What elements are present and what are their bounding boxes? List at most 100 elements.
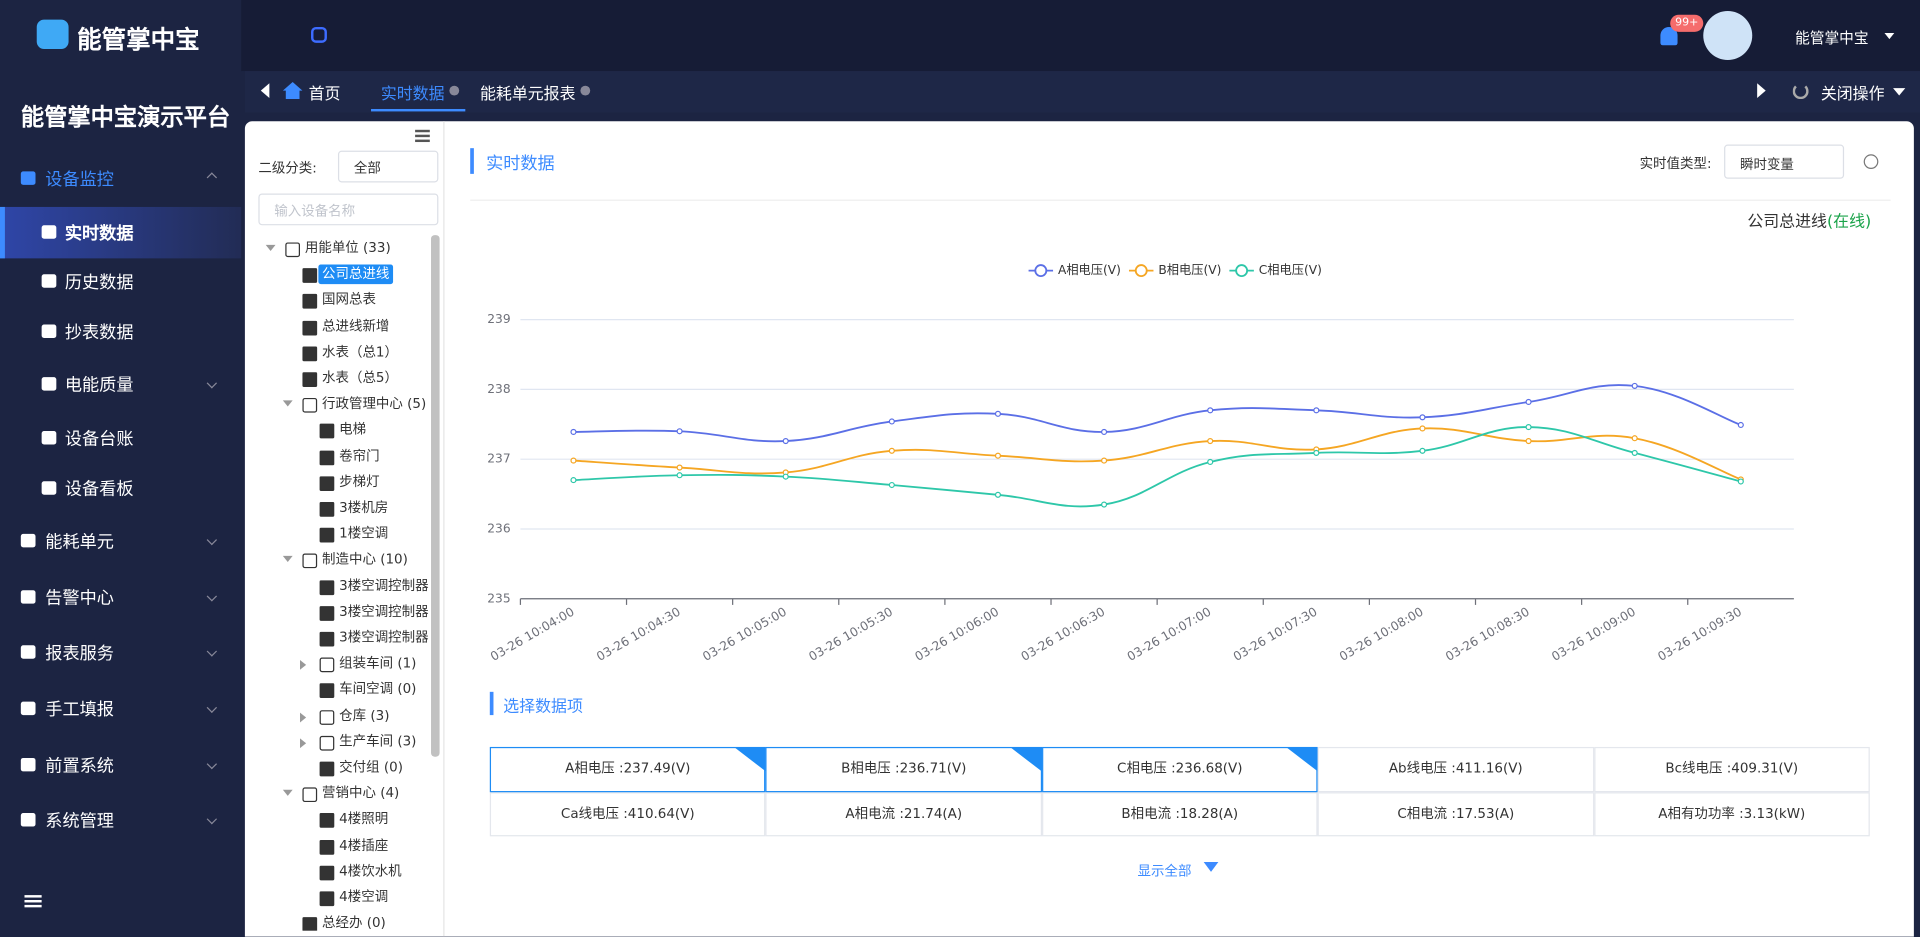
tree-node[interactable]: 卷帘门 [339, 447, 380, 464]
tree-node[interactable]: 4楼照明 [339, 811, 389, 828]
close-caret[interactable] [1893, 88, 1906, 101]
tree-node[interactable]: 生产车间 (3) [339, 733, 417, 750]
tree-menu-icon[interactable] [415, 129, 430, 133]
tab[interactable]: 能耗单元报表 [480, 85, 576, 105]
tree-node[interactable]: 水表（总5） [322, 369, 398, 386]
tree-node[interactable]: 总经办 (0) [322, 914, 386, 931]
menu-icon [41, 431, 57, 445]
tree-node[interactable]: 行政管理中心 (5) [322, 395, 427, 412]
legend-marker [1034, 264, 1048, 278]
tree-node[interactable]: 水表（总1） [322, 343, 398, 360]
data-item[interactable]: Bc线电压 :409.31(V) [1593, 746, 1870, 792]
menu-icon [41, 377, 57, 391]
menu-item[interactable]: 系统管理 [45, 811, 114, 832]
data-item[interactable]: Ab线电压 :411.16(V) [1317, 746, 1594, 792]
tree-toggle[interactable] [300, 712, 311, 722]
collapse-button[interactable] [24, 895, 42, 898]
search-input[interactable]: 输入设备名称 [258, 193, 439, 226]
tree-node[interactable]: 国网总表 [322, 291, 376, 308]
menu-icon [41, 324, 57, 338]
tree-toggle[interactable] [300, 660, 311, 671]
tab-prev[interactable] [260, 83, 270, 98]
tab-close[interactable] [580, 85, 591, 96]
menu-icon [41, 225, 57, 239]
menu-item[interactable]: 电能质量 [64, 375, 134, 396]
panel-title: 实时数据 [486, 154, 555, 174]
tree-node[interactable]: 4楼插座 [339, 837, 389, 853]
menu-item[interactable]: 能耗单元 [45, 532, 114, 553]
menu-item[interactable]: 历史数据 [64, 273, 134, 293]
menu-item[interactable]: 设备监控 [45, 170, 114, 190]
tree-node[interactable]: 3楼机房 [339, 499, 389, 516]
menu-item[interactable]: 报表服务 [45, 644, 114, 664]
tree-node[interactable]: 4楼空调 [339, 888, 389, 905]
user-name[interactable]: 能管掌中宝 [1795, 29, 1869, 47]
tree-toggle[interactable] [265, 244, 276, 256]
help-icon[interactable] [1863, 154, 1879, 169]
data-point [1737, 478, 1744, 485]
data-item[interactable]: C相电流 :17.53(A) [1317, 791, 1594, 837]
tree-icon [302, 268, 318, 284]
close-ops[interactable]: 关闭操作 [1820, 85, 1885, 105]
filter-select[interactable]: 全部 [337, 150, 439, 183]
menu-item[interactable]: 抄表数据 [64, 323, 134, 343]
tree-node[interactable]: 制造中心 (10) [322, 551, 408, 568]
tab-close[interactable] [449, 85, 460, 96]
tree-node[interactable]: 总进线新增 [322, 317, 390, 334]
menu-item[interactable]: 告警中心 [45, 588, 114, 609]
tree-node[interactable]: 1楼空调 [339, 525, 389, 542]
data-item[interactable]: Ca线电压 :410.64(V) [489, 791, 766, 837]
tree-toggle[interactable] [282, 400, 293, 412]
tab[interactable]: 实时数据 [380, 85, 445, 105]
tree-node[interactable]: 4楼饮水机 [339, 863, 402, 879]
tree-toggle[interactable] [300, 738, 311, 748]
data-item[interactable]: C相电压 :236.68(V) [1041, 746, 1318, 792]
tab-next[interactable] [1757, 83, 1766, 98]
tab-home[interactable]: 首页 [308, 85, 341, 105]
tree-node[interactable]: 3楼空调控制器 [339, 629, 429, 646]
x-tick-label: 03-26 10:07:00 [1125, 605, 1214, 664]
avatar[interactable] [1703, 11, 1753, 61]
tree-node[interactable]: 3楼空调控制器 [339, 577, 429, 594]
tree-node[interactable]: 电梯 [339, 421, 367, 438]
type-select[interactable]: 瞬时变量 [1724, 144, 1845, 179]
tree-icon [302, 917, 318, 931]
legend-label: A相电压(V) [1058, 263, 1121, 277]
data-point [994, 452, 1002, 459]
data-item[interactable]: B相电流 :18.28(A) [1041, 791, 1318, 837]
tree-toggle[interactable] [282, 556, 293, 567]
tree-node[interactable]: 营销中心 (4) [322, 785, 400, 802]
refresh-icon[interactable] [1792, 83, 1809, 100]
menu-item[interactable]: 设备台账 [64, 429, 134, 450]
tab-bar [244, 71, 1920, 113]
data-item[interactable]: B相电压 :236.71(V) [765, 746, 1042, 792]
data-item[interactable]: A相电压 :237.49(V) [489, 746, 766, 792]
tree-node[interactable]: 公司总进线 [318, 264, 394, 285]
show-all[interactable]: 显示全部 [1137, 863, 1192, 880]
bell-icon[interactable] [1660, 26, 1678, 46]
tree-node[interactable]: 用能单位 (33) [304, 240, 391, 256]
data-item[interactable]: A相有功功率 :3.13(kW) [1593, 791, 1870, 837]
data-point [570, 457, 577, 464]
data-item[interactable]: A相电流 :21.74(A) [765, 791, 1042, 837]
tree-node[interactable]: 交付组 (0) [339, 759, 403, 776]
y-tick-label: 235 [487, 591, 510, 605]
x-tick-label: 03-26 10:04:00 [488, 605, 577, 664]
menu-item[interactable]: 手工填报 [45, 700, 114, 721]
tree-icon [319, 891, 335, 907]
tree-node[interactable]: 车间空调 (0) [339, 681, 417, 698]
tree-node[interactable]: 组装车间 (1) [339, 655, 417, 672]
tree-node[interactable]: 3楼空调控制器 [339, 603, 429, 620]
data-point [1207, 407, 1214, 414]
menu-item[interactable]: 设备看板 [64, 480, 134, 500]
tree-node[interactable]: 仓库 (3) [339, 707, 390, 724]
user-caret[interactable] [1884, 33, 1895, 44]
tree-toggle[interactable] [282, 790, 293, 801]
menu-icon [20, 645, 36, 659]
tree-node[interactable]: 步梯灯 [339, 473, 380, 490]
menu-item[interactable]: 实时数据 [64, 224, 134, 244]
menu-item[interactable]: 前置系统 [45, 756, 114, 777]
app-icon[interactable] [311, 26, 327, 43]
show-all-caret[interactable] [1203, 862, 1219, 879]
